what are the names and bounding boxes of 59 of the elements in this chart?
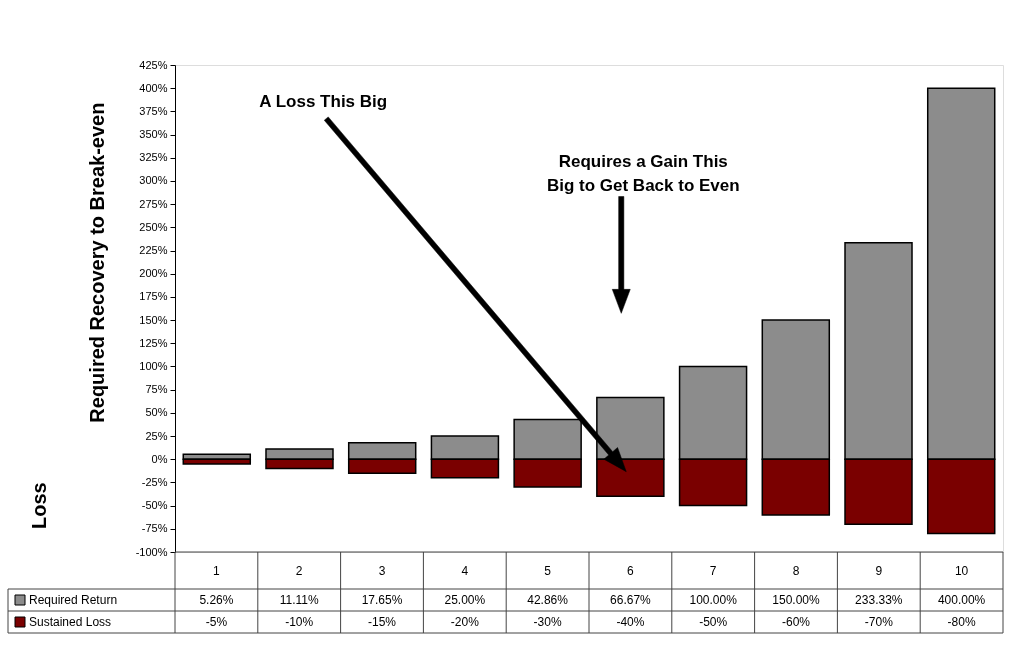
y-tick-label: 100%	[139, 359, 168, 372]
y-tick-label: -25%	[141, 475, 168, 488]
legend-label: Sustained Loss	[29, 615, 112, 629]
y-tick-label: 75%	[145, 383, 168, 396]
data-label: 5.26%	[199, 593, 234, 607]
data-label: -50%	[699, 615, 728, 629]
y-tick-label: 250%	[139, 220, 168, 233]
annotation: A Loss This Big	[259, 92, 388, 112]
text: Loss	[28, 482, 50, 529]
data-label: -30%	[533, 615, 562, 629]
data-label: -40%	[616, 615, 645, 629]
x-tick-label: 7	[709, 563, 717, 578]
bar	[182, 458, 252, 465]
data-label: 42.86%	[527, 593, 569, 607]
y-tick-label: 0%	[151, 452, 168, 465]
y-axis-title: Required Recovery to Break-even	[85, 102, 108, 423]
y-tick-label: -50%	[141, 499, 168, 512]
x-tick-label: 8	[792, 563, 800, 578]
y-tick-label: 150%	[139, 313, 168, 326]
y-tick-label: 225%	[139, 244, 168, 257]
data-label: 150.00%	[772, 593, 821, 607]
y-tick-label: 425%	[139, 58, 168, 71]
x-tick-label: 1	[213, 563, 221, 578]
data-label: -60%	[781, 615, 811, 629]
data-label: 400.00%	[937, 593, 986, 607]
y-tick-label: 50%	[145, 406, 168, 419]
data-label: -70%	[864, 615, 894, 629]
data-label: 25.00%	[444, 593, 486, 607]
y-tick-label: 325%	[139, 151, 168, 164]
y-tick-label: 125%	[139, 336, 168, 349]
data-label: -80%	[947, 615, 976, 629]
y-tick-label: 200%	[139, 267, 168, 280]
x-tick-label: 9	[875, 563, 883, 578]
x-tick-label: 3	[378, 563, 386, 578]
data-label: 233.33%	[855, 593, 903, 607]
y-tick-label: 25%	[145, 429, 168, 442]
x-tick-label: 6	[627, 563, 635, 578]
data-label: 66.67%	[610, 593, 652, 607]
data-label: 100.00%	[689, 593, 738, 607]
y-tick-label: -100%	[135, 545, 168, 558]
x-tick-label: 2	[295, 563, 303, 578]
data-label: -5%	[205, 615, 228, 629]
annotation: Requires a Gain This Big to Get Back to Even	[546, 152, 740, 196]
data-label: 17.65%	[361, 593, 403, 607]
y-tick-label: 300%	[139, 174, 168, 187]
y-tick-label: 350%	[139, 128, 168, 141]
y-tick-label: 375%	[139, 104, 168, 117]
y-tick-label: 400%	[139, 81, 168, 94]
y-tick-label: 175%	[139, 290, 168, 303]
x-tick-label: 5	[544, 563, 552, 578]
data-label: -20%	[450, 615, 480, 629]
data-label: -10%	[285, 615, 314, 629]
x-tick-label: 10	[954, 563, 969, 578]
y-tick-label: 275%	[139, 197, 168, 210]
data-label: 11.11%	[279, 593, 319, 607]
y-tick-label: -75%	[141, 522, 168, 535]
x-tick-label: 4	[461, 563, 469, 578]
data-label: -15%	[367, 615, 397, 629]
legend-label: Required Return	[29, 593, 118, 607]
